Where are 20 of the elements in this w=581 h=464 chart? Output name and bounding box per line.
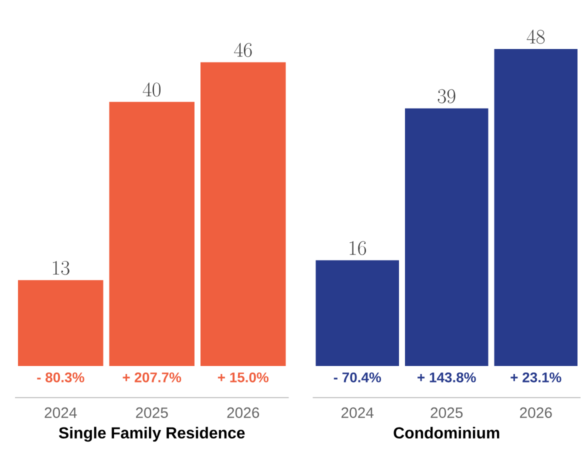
data-label: 46 — [234, 43, 252, 58]
x-axis-title: Condominium — [394, 427, 500, 439]
annotation: + 143.8% — [418, 372, 476, 383]
x-tick-label: 2026 — [227, 408, 260, 418]
x-tick-label: 2024 — [342, 408, 374, 418]
data-label: 39 — [438, 89, 456, 104]
annotation: + 207.7% — [122, 372, 182, 383]
data-label: 13 — [52, 261, 70, 276]
annotation: + 15.0% — [218, 372, 268, 383]
data-label: 48 — [526, 30, 545, 44]
x-axis-title: Single Family Residence — [58, 427, 245, 442]
x-tick-label: 2026 — [520, 408, 552, 418]
annotation: - 70.4% — [334, 372, 381, 383]
annotation: + 23.1% — [510, 372, 562, 383]
x-tick-label: 2025 — [430, 408, 463, 418]
data-label: 16 — [350, 241, 366, 256]
data-label: 40 — [142, 82, 161, 97]
annotation: - 80.3% — [37, 372, 84, 383]
x-tick-label: 2025 — [136, 408, 168, 418]
x-tick-label: 2024 — [44, 408, 77, 418]
